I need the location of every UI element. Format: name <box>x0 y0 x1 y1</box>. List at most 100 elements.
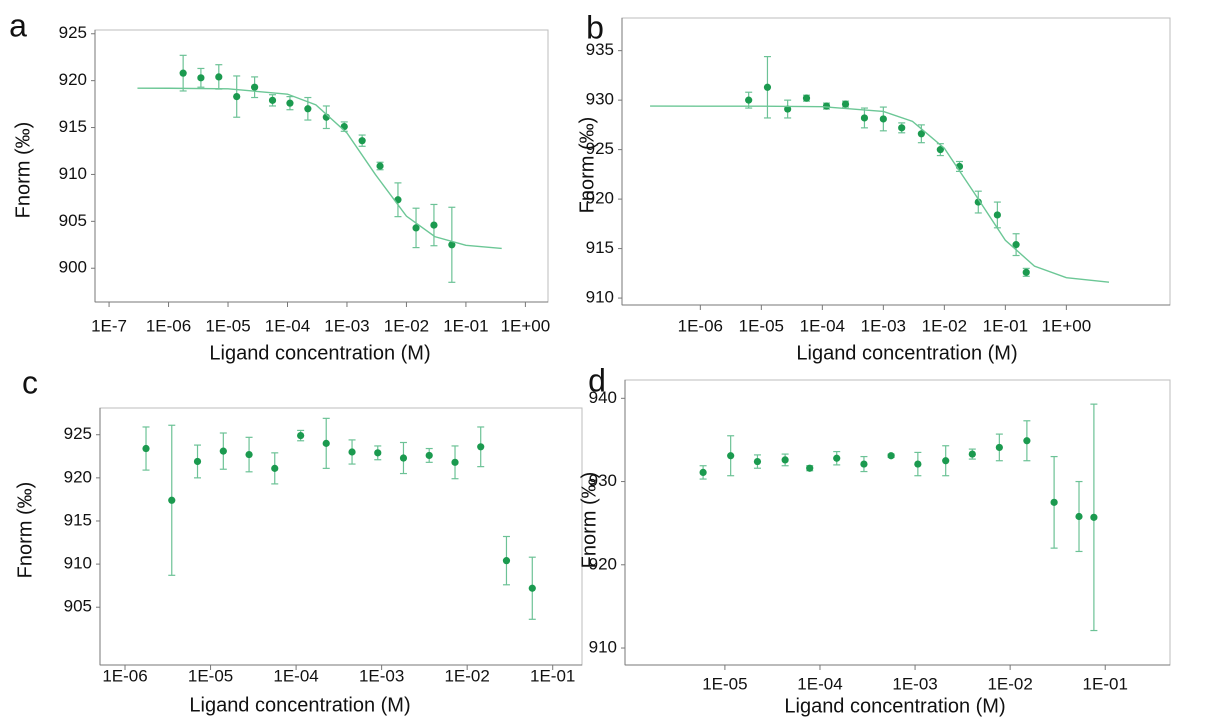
y-tick-label: 920 <box>586 189 614 208</box>
panel-label: b <box>586 9 604 45</box>
data-point <box>425 451 433 460</box>
data-point <box>936 146 944 154</box>
data-point <box>942 457 950 465</box>
x-tick-label: 1E-7 <box>91 316 127 335</box>
data-point <box>233 92 241 101</box>
fit-curve <box>650 105 1110 283</box>
data-point <box>348 448 356 456</box>
x-tick-label: 1E-04 <box>797 674 842 693</box>
x-tick-label: 1E-01 <box>1083 674 1128 693</box>
x-tick-label: 1E+00 <box>501 316 551 335</box>
x-tick-label: 1E-02 <box>384 316 429 335</box>
y-tick-label: 940 <box>589 388 617 407</box>
data-point <box>374 449 382 457</box>
data-point <box>271 464 279 472</box>
data-point <box>430 221 438 229</box>
data-point <box>142 444 150 453</box>
data-point <box>1022 268 1030 276</box>
data-point <box>245 450 253 459</box>
data-point <box>974 198 982 206</box>
data-point <box>1090 513 1098 521</box>
data-point <box>1012 241 1020 249</box>
y-axis-title: Fnorm (‰) <box>578 472 600 569</box>
data-point <box>887 452 895 460</box>
y-tick-label: 920 <box>59 70 87 89</box>
y-tick-label: 910 <box>59 164 87 183</box>
x-tick-label: 1E-02 <box>444 666 489 685</box>
y-tick-label: 905 <box>59 211 87 230</box>
data-point <box>528 584 536 592</box>
data-point <box>477 443 485 451</box>
data-point <box>268 96 277 104</box>
y-tick-label: 920 <box>64 467 92 486</box>
x-tick-label: 1E-06 <box>102 666 147 685</box>
data-point <box>286 99 294 107</box>
data-point <box>745 96 753 104</box>
y-tick-label: 925 <box>64 424 92 443</box>
y-tick-label: 925 <box>59 23 87 42</box>
y-tick-label: 910 <box>589 638 617 657</box>
data-point <box>879 115 887 123</box>
y-tick-label: 900 <box>59 258 87 277</box>
x-tick-label: 1E-05 <box>702 674 747 693</box>
plot-frame <box>94 29 549 303</box>
x-tick-label: 1E-01 <box>983 316 1028 335</box>
y-tick-label: 905 <box>64 597 92 616</box>
x-tick-label: 1E-03 <box>359 666 404 685</box>
data-point <box>297 431 305 440</box>
y-tick-label: 920 <box>589 554 617 573</box>
x-tick-label: 1E-02 <box>922 316 967 335</box>
y-axis-title: Fnorm (‰) <box>12 122 34 219</box>
panel-label: d <box>588 362 606 398</box>
data-point <box>193 457 202 466</box>
data-point <box>784 105 792 113</box>
x-tick-label: 1E+00 <box>1042 316 1092 335</box>
data-point <box>358 137 366 145</box>
x-tick-label: 1E-06 <box>146 316 191 335</box>
data-point <box>168 496 176 504</box>
data-point <box>806 464 814 472</box>
y-tick-label: 915 <box>586 238 614 257</box>
x-axis-title: Ligand concentration (M) <box>796 342 1017 364</box>
x-tick-label: 1E-05 <box>188 666 233 685</box>
x-tick-label: 1E-06 <box>678 316 723 335</box>
data-point <box>802 94 811 102</box>
data-point <box>197 74 205 82</box>
data-point <box>304 105 312 113</box>
y-tick-label: 935 <box>586 40 614 59</box>
y-tick-label: 930 <box>586 90 614 109</box>
data-point <box>860 460 868 468</box>
data-point <box>781 456 789 464</box>
data-point <box>219 447 227 455</box>
y-tick-label: 915 <box>59 117 87 136</box>
fit-curve <box>137 87 502 250</box>
x-axis-title: Ligand concentration (M) <box>189 694 410 716</box>
data-point <box>833 454 841 462</box>
data-point <box>1075 512 1083 521</box>
y-axis-title: Fnorm (‰) <box>576 117 598 214</box>
x-tick-label: 1E-03 <box>861 316 906 335</box>
plot-frame <box>621 17 1171 306</box>
data-point <box>763 83 772 91</box>
x-tick-label: 1E-01 <box>530 666 575 685</box>
data-point <box>898 124 906 132</box>
data-point <box>993 211 1001 219</box>
data-point <box>995 443 1003 452</box>
x-tick-label: 1E-04 <box>273 666 318 685</box>
data-point <box>448 241 456 249</box>
data-point <box>215 73 223 81</box>
x-tick-label: 1E-01 <box>443 316 488 335</box>
y-tick-label: 910 <box>64 554 92 573</box>
y-tick-label: 915 <box>64 510 92 529</box>
panel-label: c <box>22 364 38 400</box>
x-axis-title: Ligand concentration (M) <box>784 695 1005 717</box>
x-tick-label: 1E-03 <box>324 316 369 335</box>
y-axis-title: Fnorm (‰) <box>14 482 36 579</box>
x-tick-label: 1E-05 <box>205 316 250 335</box>
data-point <box>860 114 869 122</box>
data-point <box>841 100 850 108</box>
y-tick-label: 930 <box>589 471 617 490</box>
data-point <box>412 224 420 232</box>
data-point <box>1023 437 1031 445</box>
y-tick-label: 910 <box>586 288 614 307</box>
